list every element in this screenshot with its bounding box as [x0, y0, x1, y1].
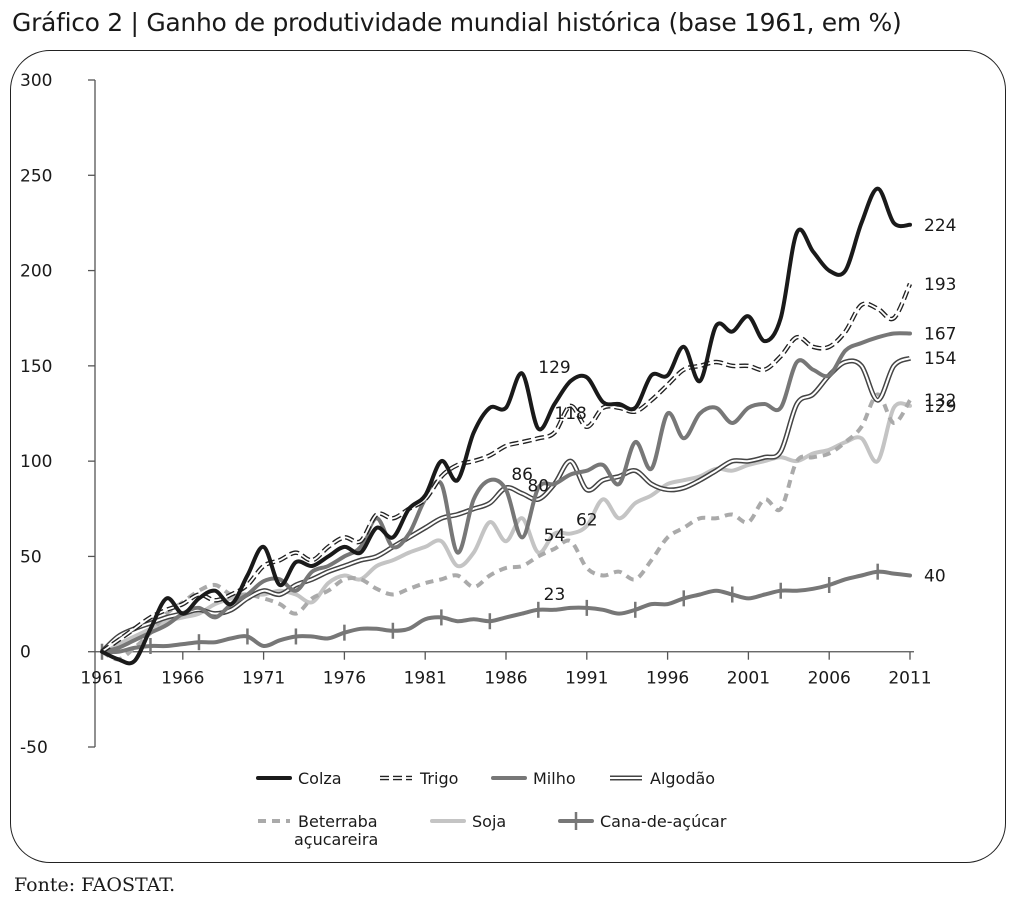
series-colza-end-label: 224 [924, 216, 956, 236]
legend-algodao-label: Algodão [650, 769, 715, 788]
series-cana-de-acucar-line [100, 569, 912, 654]
series-algodao-end-label: 154 [924, 349, 956, 369]
legend-trigo-label: Trigo [419, 769, 458, 788]
x-tick-label: 1976 [323, 669, 366, 689]
series-milho-end-label: 167 [924, 324, 956, 344]
legend-beterraba-label: Beterraba [298, 812, 378, 831]
series-algodao-line-outer [100, 355, 912, 654]
legend-colza-label: Colza [298, 769, 342, 788]
annotation-label: 23 [544, 585, 566, 605]
y-tick-label: 250 [20, 166, 52, 186]
chart-frame [10, 50, 1006, 863]
series-soja-end-label: 129 [924, 397, 956, 417]
series-cana-de-acucar-end-label: 40 [924, 566, 946, 586]
x-tick-label: 1981 [404, 669, 447, 689]
y-tick-label: 200 [20, 262, 52, 282]
x-tick-label: 2006 [808, 669, 851, 689]
annotation-label: 129 [538, 358, 570, 378]
series-trigo-end-label: 193 [924, 275, 956, 295]
x-tick-label: 2011 [888, 669, 931, 689]
source-note: Fonte: FAOSTAT. [14, 874, 176, 896]
legend-beterraba-label-line2: açucareira [294, 830, 378, 849]
y-tick-label: 0 [20, 643, 31, 663]
annotation-label: 62 [576, 511, 598, 531]
legend-soja-label: Soja [472, 812, 506, 831]
y-tick-label: 150 [20, 357, 52, 377]
y-tick-label: 300 [20, 71, 52, 91]
x-tick-label: 1986 [484, 669, 527, 689]
y-tick-label: 50 [20, 547, 42, 567]
x-tick-label: 1971 [242, 669, 285, 689]
annotation-label: 118 [554, 404, 586, 424]
legend-cana-de-acucar-label: Cana-de-açúcar [600, 812, 727, 831]
annotation-label: 80 [527, 476, 549, 496]
series-milho-line [100, 331, 912, 654]
x-tick-label: 1991 [565, 669, 608, 689]
x-tick-label: 1996 [646, 669, 689, 689]
y-tick-label: -50 [20, 738, 48, 758]
series-colza-line [100, 186, 912, 666]
series-beterraba-acucareira-line [101, 392, 912, 662]
series-trigo-line-inner [101, 283, 911, 653]
y-tick-label: 100 [20, 452, 52, 472]
series-beterraba-acucareira-end-label: 132 [924, 391, 956, 411]
annotation-label: 54 [544, 526, 566, 546]
series-algodao-line-inner [101, 357, 911, 653]
chart-title: Gráfico 2 | Ganho de produtividade mundi… [12, 8, 902, 37]
x-tick-label: 1966 [161, 669, 204, 689]
x-tick-label: 1961 [80, 669, 123, 689]
x-tick-label: 2001 [727, 669, 770, 689]
annotation-label: 86 [511, 465, 533, 485]
legend-milho-label: Milho [533, 769, 576, 788]
